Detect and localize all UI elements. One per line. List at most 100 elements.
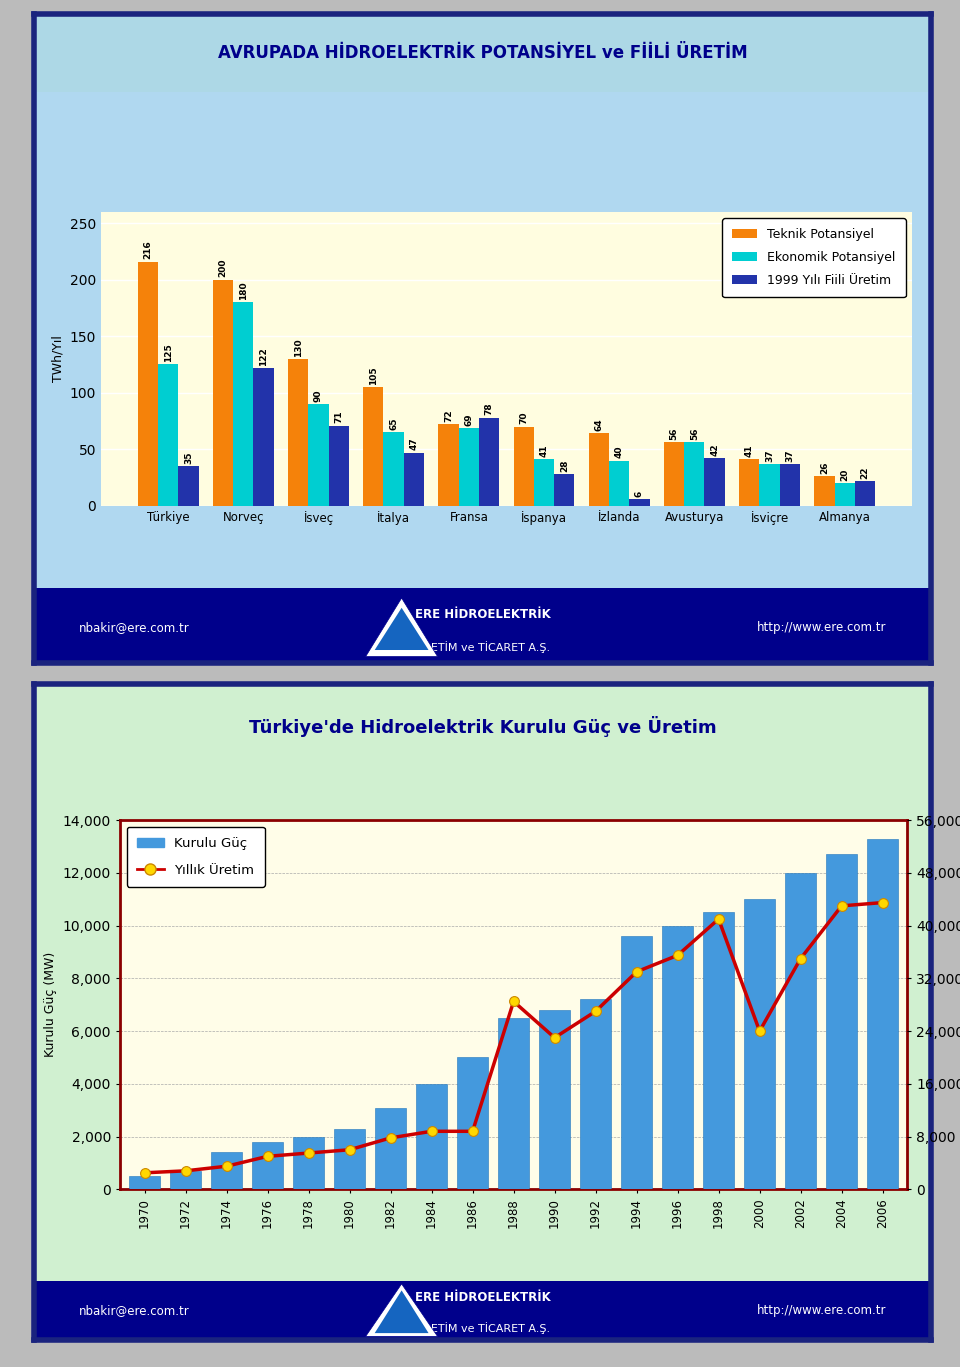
Bar — [459, 428, 479, 506]
Bar — [293, 1136, 324, 1189]
Bar — [233, 302, 253, 506]
Point — [670, 945, 685, 966]
Text: 42: 42 — [710, 443, 719, 457]
Text: 20: 20 — [840, 469, 850, 481]
Bar — [705, 458, 725, 506]
Text: 37: 37 — [765, 450, 774, 462]
Bar — [759, 463, 780, 506]
Bar — [213, 280, 233, 506]
Text: 41: 41 — [745, 444, 754, 457]
Bar — [514, 427, 534, 506]
Text: 56: 56 — [690, 428, 699, 440]
Text: 78: 78 — [485, 403, 493, 416]
Bar — [554, 474, 574, 506]
Point — [342, 1139, 357, 1161]
Bar — [780, 463, 800, 506]
Bar — [630, 499, 650, 506]
Bar — [158, 365, 179, 506]
Point — [875, 891, 890, 913]
Bar — [288, 358, 308, 506]
Text: 6: 6 — [635, 491, 644, 496]
Text: 90: 90 — [314, 390, 323, 402]
Bar — [744, 899, 775, 1189]
Y-axis label: Kurulu Güç (MW): Kurulu Güç (MW) — [44, 953, 58, 1057]
Legend: Kurulu Güç, Yıllık Üretim: Kurulu Güç, Yıllık Üretim — [127, 827, 265, 887]
Legend: Teknik Potansiyel, Ekonomik Potansiyel, 1999 Yılı Fiili Üretim: Teknik Potansiyel, Ekonomik Potansiyel, … — [722, 219, 905, 297]
Text: 216: 216 — [143, 241, 153, 260]
Point — [260, 1146, 276, 1167]
Point — [547, 1027, 563, 1048]
Bar — [211, 1152, 242, 1189]
Text: 35: 35 — [184, 451, 193, 463]
Bar — [253, 368, 274, 506]
Text: 41: 41 — [540, 444, 548, 457]
Point — [506, 991, 521, 1013]
Text: 130: 130 — [294, 338, 302, 357]
Bar — [179, 466, 199, 506]
Bar — [684, 443, 705, 506]
Bar — [580, 999, 611, 1189]
Text: http://www.ere.com.tr: http://www.ere.com.tr — [756, 1304, 886, 1316]
Polygon shape — [366, 599, 438, 656]
Bar — [404, 452, 424, 506]
Text: 64: 64 — [594, 418, 604, 431]
Point — [752, 1020, 767, 1042]
Point — [465, 1121, 480, 1143]
Bar — [534, 459, 554, 506]
Text: 105: 105 — [369, 366, 378, 385]
Bar — [498, 1018, 529, 1189]
Bar — [363, 387, 383, 506]
Bar — [34, 588, 931, 663]
Bar — [479, 417, 499, 506]
Text: 200: 200 — [219, 258, 228, 278]
Text: 72: 72 — [444, 410, 453, 422]
Bar — [621, 936, 652, 1189]
Bar — [417, 1084, 447, 1189]
Text: 37: 37 — [785, 450, 794, 462]
Bar — [827, 854, 857, 1189]
Text: Türkiye'de Hidroelektrik Kurulu Güç ve Üretim: Türkiye'de Hidroelektrik Kurulu Güç ve Ü… — [249, 716, 716, 737]
Point — [424, 1121, 440, 1143]
Point — [219, 1155, 234, 1177]
Bar — [609, 461, 630, 506]
Bar — [383, 432, 404, 506]
Text: 71: 71 — [334, 410, 344, 424]
Text: nbakir@ere.com.tr: nbakir@ere.com.tr — [79, 1304, 189, 1316]
Bar — [308, 405, 328, 506]
Bar — [664, 443, 684, 506]
Text: 69: 69 — [465, 413, 473, 425]
Bar — [130, 1176, 160, 1189]
Point — [383, 1126, 398, 1148]
Bar — [439, 424, 459, 506]
Text: 180: 180 — [239, 282, 248, 299]
Bar — [34, 1281, 931, 1340]
Bar — [375, 1107, 406, 1189]
Bar — [854, 481, 876, 506]
Polygon shape — [366, 1284, 438, 1337]
Point — [629, 961, 644, 983]
Bar — [588, 433, 609, 506]
Point — [834, 895, 850, 917]
Bar — [834, 483, 854, 506]
Point — [588, 1001, 603, 1023]
Polygon shape — [374, 1290, 428, 1333]
Text: ERE HİDROELEKTRİK: ERE HİDROELEKTRİK — [415, 1290, 550, 1304]
Text: 65: 65 — [389, 417, 398, 431]
Point — [137, 1162, 153, 1184]
Bar — [328, 425, 348, 506]
Text: http://www.ere.com.tr: http://www.ere.com.tr — [756, 621, 886, 634]
Text: ÜRETİM ve TİCARET A.Ş.: ÜRETİM ve TİCARET A.Ş. — [415, 641, 550, 652]
Y-axis label: TWh/Yıl: TWh/Yıl — [51, 335, 64, 383]
Bar — [170, 1170, 201, 1189]
Text: 22: 22 — [860, 466, 870, 478]
Point — [178, 1159, 193, 1181]
Text: 56: 56 — [669, 428, 679, 440]
Text: ÜRETİM ve TİCARET A.Ş.: ÜRETİM ve TİCARET A.Ş. — [415, 1322, 550, 1334]
Point — [300, 1141, 316, 1163]
Text: nbakir@ere.com.tr: nbakir@ere.com.tr — [79, 621, 189, 634]
Polygon shape — [374, 608, 428, 651]
Text: AVRUPADA HİDROELEKTRİK POTANSİYEL ve FİİLİ ÜRETİM: AVRUPADA HİDROELEKTRİK POTANSİYEL ve Fİİ… — [218, 44, 747, 62]
Bar — [814, 476, 834, 506]
Bar — [252, 1141, 283, 1189]
Bar — [137, 261, 158, 506]
